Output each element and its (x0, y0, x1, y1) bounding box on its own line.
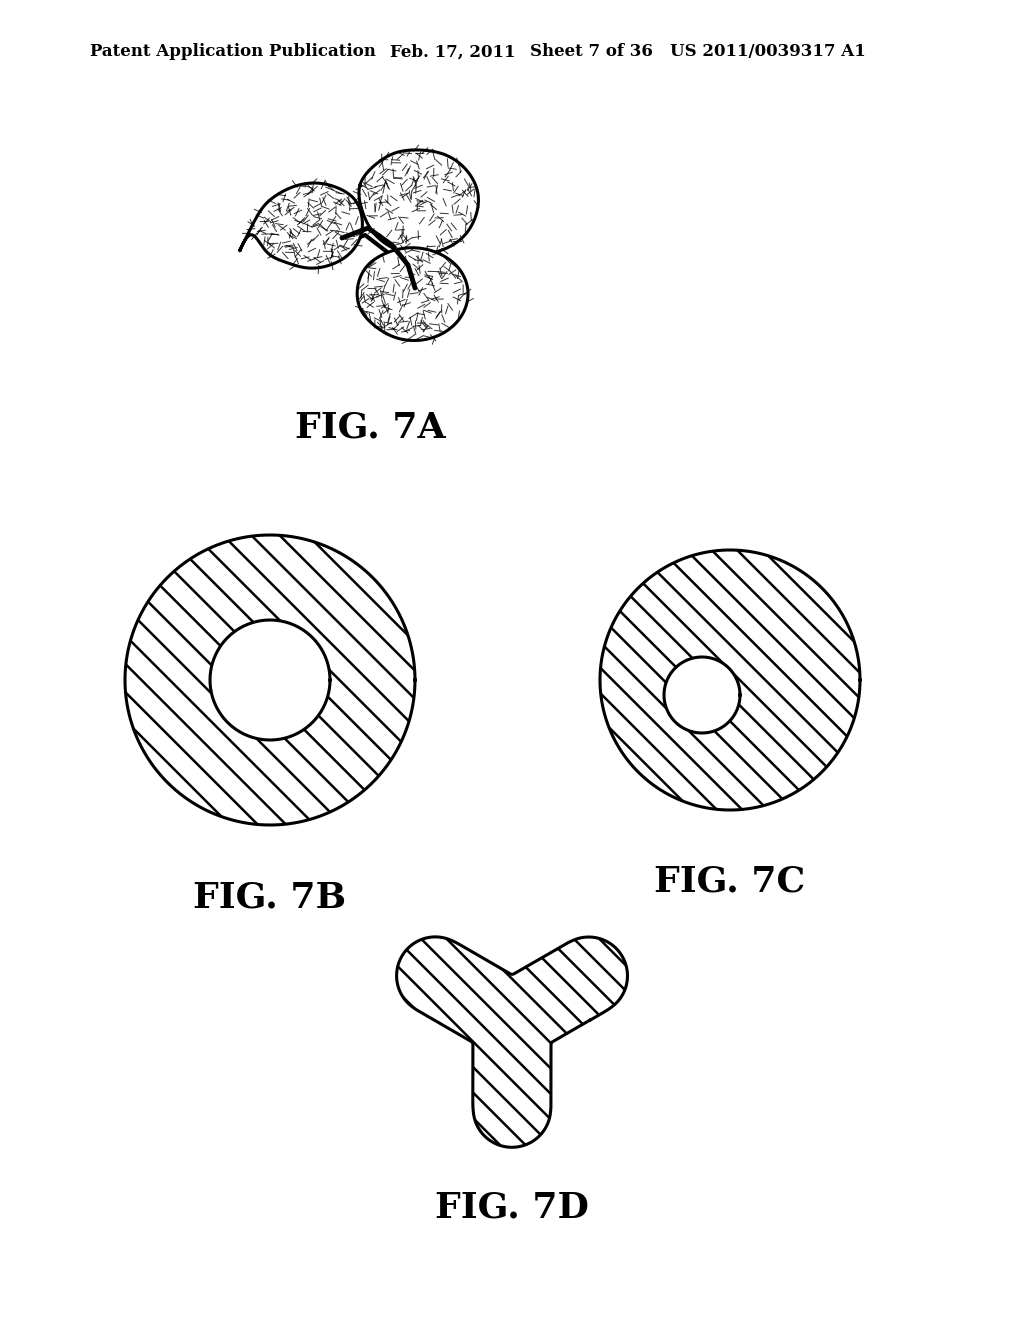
Polygon shape (357, 248, 468, 341)
Polygon shape (359, 150, 478, 253)
Polygon shape (396, 937, 628, 1147)
Polygon shape (125, 535, 415, 825)
Text: Sheet 7 of 36: Sheet 7 of 36 (530, 44, 653, 61)
Text: US 2011/0039317 A1: US 2011/0039317 A1 (670, 44, 865, 61)
Polygon shape (600, 550, 860, 810)
Text: FIG. 7C: FIG. 7C (654, 865, 806, 899)
Text: Patent Application Publication: Patent Application Publication (90, 44, 376, 61)
Polygon shape (664, 657, 740, 733)
Text: Feb. 17, 2011: Feb. 17, 2011 (390, 44, 515, 61)
Text: FIG. 7A: FIG. 7A (295, 411, 445, 444)
Polygon shape (240, 183, 362, 268)
Text: FIG. 7B: FIG. 7B (194, 880, 346, 913)
Text: FIG. 7D: FIG. 7D (435, 1191, 589, 1224)
Polygon shape (210, 620, 330, 741)
